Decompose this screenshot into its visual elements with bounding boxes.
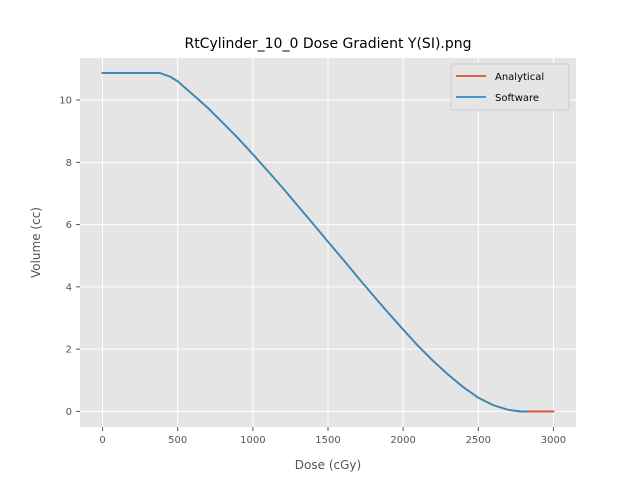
x-tick-label: 1000 xyxy=(240,435,265,446)
y-tick-label: 8 xyxy=(66,158,72,169)
y-tick-label: 10 xyxy=(59,96,72,107)
x-tick-label: 2500 xyxy=(466,435,491,446)
x-tick-label: 3000 xyxy=(541,435,566,446)
chart-title: RtCylinder_10_0 Dose Gradient Y(SI).png xyxy=(184,36,471,52)
x-tick-label: 500 xyxy=(168,435,187,446)
x-tick-label: 2000 xyxy=(390,435,415,446)
tick-marks xyxy=(76,99,554,431)
tick-labels: 0 500 1000 1500 2000 2500 3000 0 2 4 6 8 10 xyxy=(59,96,566,446)
y-tick-label: 2 xyxy=(66,345,72,356)
legend-label-software: Software xyxy=(495,93,539,104)
y-tick-label: 0 xyxy=(66,407,72,418)
series-layer xyxy=(101,72,555,413)
legend-label-analytical: Analytical xyxy=(495,72,544,83)
y-tick-label: 4 xyxy=(66,282,72,293)
x-tick-label: 0 xyxy=(99,435,105,446)
y-tick-label: 6 xyxy=(66,220,72,231)
x-tick-label: 1500 xyxy=(315,435,340,446)
x-axis-label: Dose (cGy) xyxy=(295,458,361,472)
legend: Analytical Software xyxy=(450,63,570,111)
y-axis-label: Volume (cc) xyxy=(29,207,43,278)
series-line-software xyxy=(101,72,529,413)
grid-lines xyxy=(80,58,576,427)
